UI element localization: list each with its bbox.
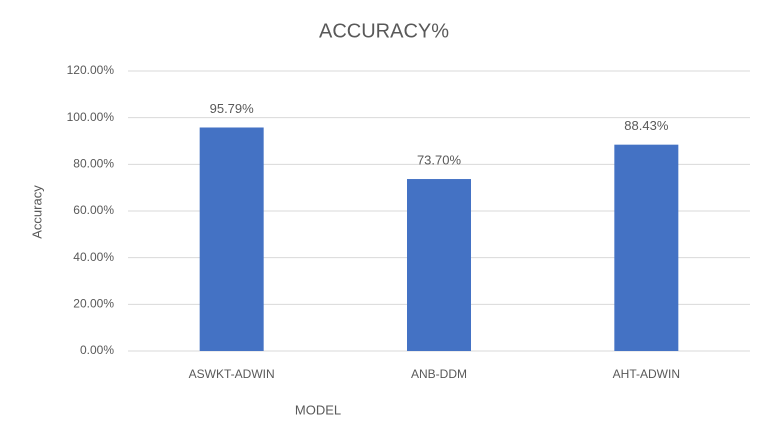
y-tick-label: 80.00%	[73, 157, 114, 171]
x-tick-label: ASWKT-ADWIN	[189, 367, 275, 381]
x-tick-label: ANB-DDM	[411, 367, 467, 381]
y-tick-label: 20.00%	[73, 297, 114, 311]
y-tick-label: 120.00%	[67, 63, 115, 77]
y-tick-label: 0.00%	[80, 343, 114, 357]
bar	[199, 127, 264, 352]
data-label: 73.70%	[417, 152, 462, 167]
data-label: 95.79%	[210, 101, 255, 116]
chart-title: ACCURACY%	[319, 20, 449, 42]
data-label: 88.43%	[624, 118, 669, 133]
y-tick-label: 40.00%	[73, 250, 114, 264]
y-tick-label: 100.00%	[67, 110, 115, 124]
bar	[614, 144, 679, 351]
x-tick-label: AHT-ADWIN	[613, 367, 680, 381]
bar	[407, 179, 471, 351]
y-tick-label: 60.00%	[73, 203, 114, 217]
x-axis-title: MODEL	[295, 402, 341, 417]
y-axis-title: Accuracy	[29, 185, 44, 239]
